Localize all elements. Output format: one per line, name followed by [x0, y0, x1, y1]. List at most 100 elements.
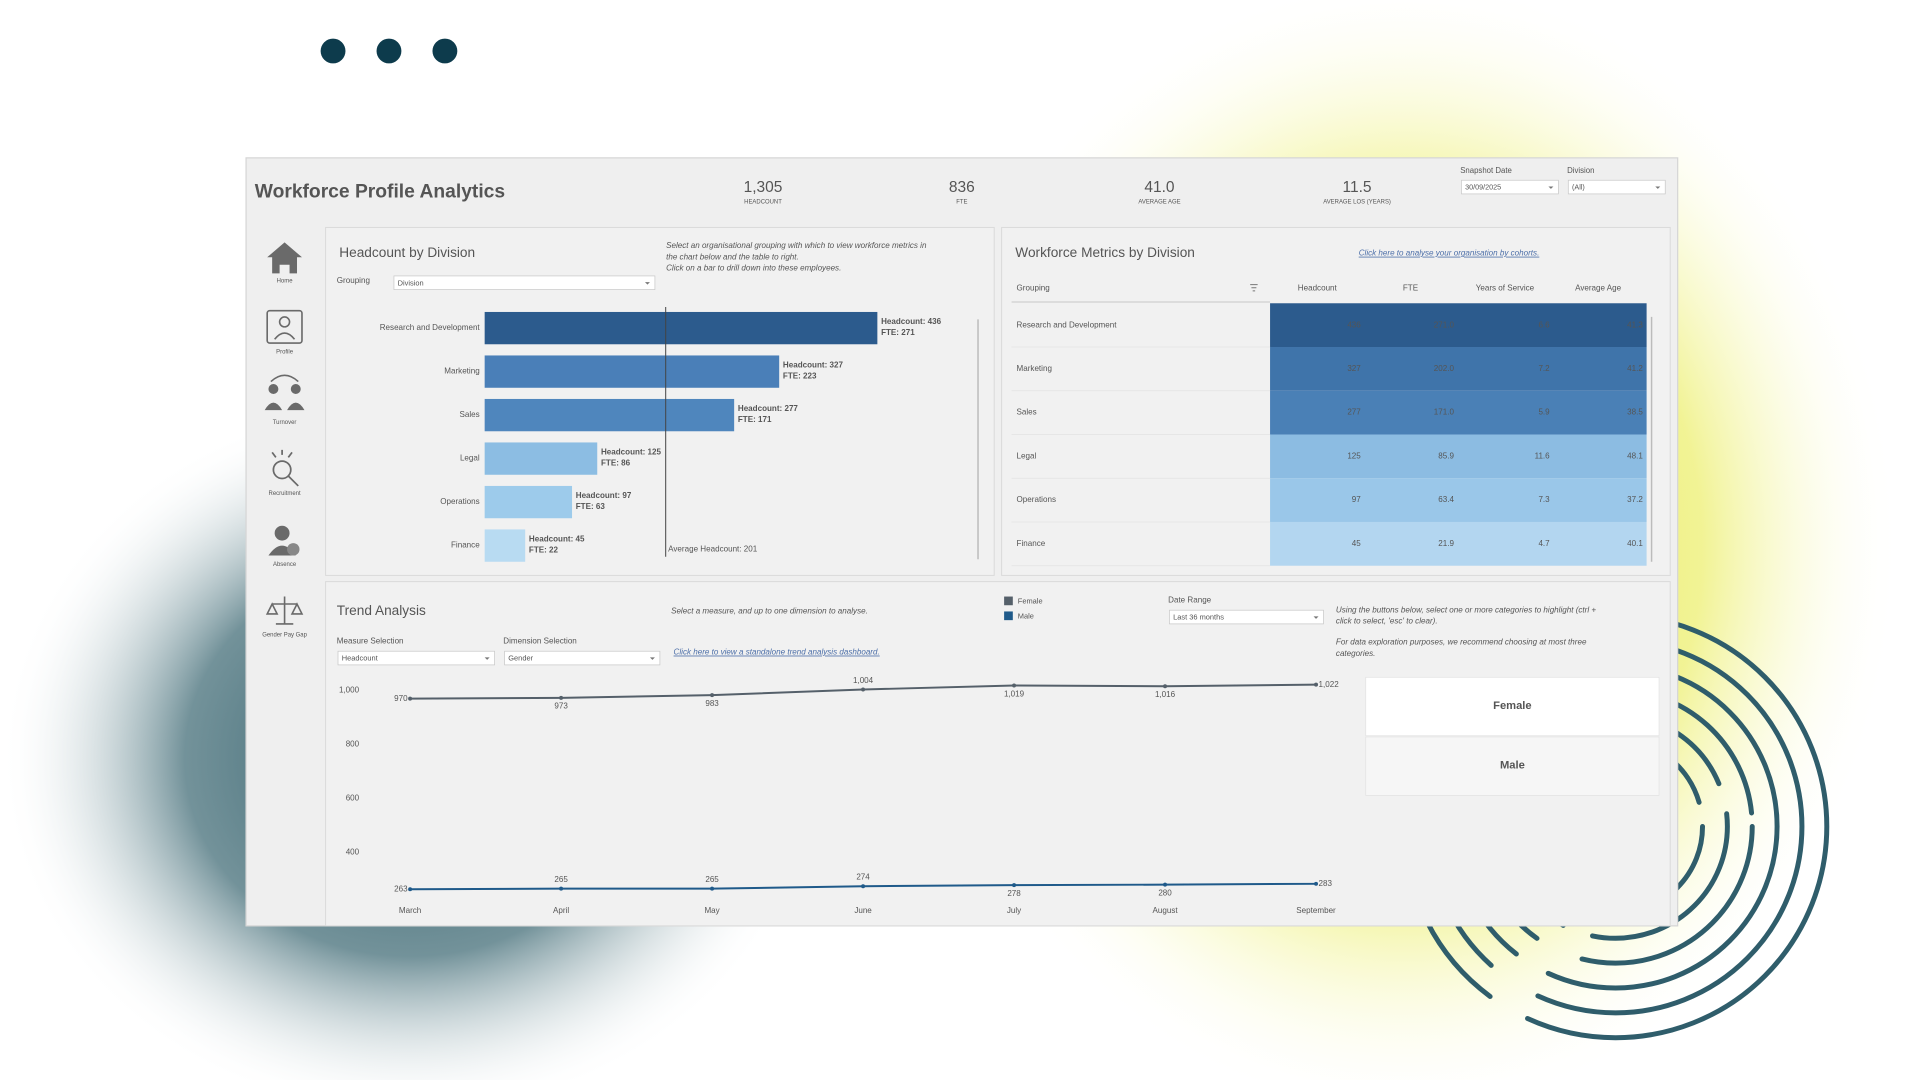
panel-title: Workforce Metrics by Division: [1015, 245, 1195, 260]
link[interactable]: Click here to analyse your organisation …: [1359, 249, 1540, 258]
data-label: 265: [705, 875, 719, 884]
dropdown-value[interactable]: Gender: [508, 654, 533, 663]
data-label: Headcount: 125: [601, 448, 662, 457]
data-label: FTE: 86: [601, 459, 631, 468]
dropdown[interactable]: [337, 650, 495, 666]
point: [408, 887, 413, 892]
nav-label[interactable]: Gender Pay Gap: [262, 633, 307, 639]
data-label: 983: [705, 699, 719, 708]
row-label[interactable]: Research and Development: [1017, 320, 1118, 329]
cell[interactable]: 63.4: [1438, 495, 1454, 504]
kpi-value: 41.0: [1144, 179, 1175, 196]
data-label: Headcount: 436: [881, 317, 942, 326]
instruction: categories.: [1336, 649, 1375, 658]
nav-label[interactable]: Absence: [273, 562, 297, 568]
button-label[interactable]: Female: [1493, 700, 1532, 712]
legend-label: Male: [1018, 611, 1034, 620]
control-label: Dimension Selection: [503, 636, 577, 645]
control-label: Measure Selection: [337, 636, 404, 645]
column-header: Grouping: [1017, 283, 1050, 292]
sort-icon[interactable]: [1250, 284, 1258, 292]
cell[interactable]: 277: [1347, 408, 1361, 417]
highlight-button[interactable]: [1365, 736, 1660, 796]
data-label: FTE: 271: [881, 328, 915, 337]
cell[interactable]: 7.3: [1538, 495, 1550, 504]
x-tick-label: July: [1007, 906, 1022, 915]
category-label: Sales: [460, 410, 480, 419]
dropdown-value[interactable]: Last 36 months: [1173, 613, 1224, 622]
control-label: Grouping: [337, 276, 370, 285]
data-label: 280: [1158, 888, 1172, 897]
data-label: 274: [856, 873, 870, 882]
recruitment-icon: [271, 449, 299, 487]
x-tick-label: May: [704, 906, 720, 915]
dropdown[interactable]: [504, 650, 661, 666]
filter-value[interactable]: (All): [1572, 183, 1585, 192]
cell[interactable]: 436: [1347, 320, 1361, 329]
nav-label[interactable]: Profile: [276, 349, 294, 355]
cell[interactable]: 48.1: [1627, 451, 1643, 460]
point: [559, 695, 564, 700]
bar[interactable]: [484, 442, 598, 475]
cell[interactable]: 97: [1352, 495, 1361, 504]
kpi-value: 1,305: [744, 179, 783, 196]
nav-label[interactable]: Turnover: [273, 420, 297, 426]
category-label: Marketing: [444, 367, 479, 376]
highlight-button[interactable]: [1365, 676, 1660, 737]
bar[interactable]: [484, 398, 735, 432]
cell[interactable]: 38.5: [1627, 408, 1643, 417]
cell[interactable]: 327: [1347, 364, 1361, 373]
cell[interactable]: 125: [1347, 451, 1361, 460]
row-label[interactable]: Finance: [1017, 539, 1046, 548]
cell[interactable]: 41.3: [1627, 320, 1643, 329]
cell[interactable]: 5.9: [1538, 408, 1550, 417]
point: [408, 696, 413, 701]
data-label: 278: [1007, 889, 1021, 898]
dropdown-value[interactable]: Division: [398, 278, 424, 287]
dropdown-value[interactable]: Headcount: [342, 654, 379, 663]
row-label[interactable]: Operations: [1017, 495, 1056, 504]
absence-icon: [268, 525, 300, 556]
dropdown-arrow: [484, 657, 490, 660]
nav-label[interactable]: Home: [277, 278, 294, 284]
panel-title: Trend Analysis: [337, 603, 426, 618]
cell[interactable]: 4.7: [1538, 539, 1550, 548]
bar[interactable]: [484, 485, 573, 519]
filter-dropdown[interactable]: [1567, 179, 1666, 195]
category-label: Research and Development: [380, 323, 481, 332]
row-label[interactable]: Sales: [1017, 408, 1037, 417]
cell[interactable]: 171.0: [1434, 408, 1455, 417]
filter-dropdown[interactable]: [1461, 179, 1559, 195]
data-label: 1,019: [1004, 689, 1025, 698]
cell[interactable]: 7.2: [1538, 364, 1550, 373]
dropdown-arrow: [649, 657, 655, 660]
nav-label[interactable]: Recruitment: [269, 491, 301, 497]
x-tick-label: June: [854, 906, 872, 915]
link[interactable]: Click here to view a standalone trend an…: [674, 648, 880, 657]
control-label: Date Range: [1168, 595, 1212, 604]
legend-swatch: [1004, 596, 1013, 606]
cell[interactable]: 45: [1352, 539, 1361, 548]
kpi-label: AVERAGE LOS (YEARS): [1323, 200, 1391, 206]
bar[interactable]: [484, 529, 526, 562]
cell[interactable]: 11.6: [1535, 451, 1551, 460]
dropdown[interactable]: [393, 275, 656, 290]
row-label[interactable]: Legal: [1017, 451, 1037, 460]
filter-value[interactable]: 30/09/2025: [1465, 183, 1501, 192]
cell[interactable]: 202.0: [1434, 364, 1455, 373]
cell[interactable]: 85.9: [1438, 451, 1454, 460]
row-fill: [1270, 390, 1647, 435]
button-label[interactable]: Male: [1500, 760, 1525, 772]
cell[interactable]: 41.2: [1627, 364, 1643, 373]
cell[interactable]: 40.1: [1627, 539, 1643, 548]
dropdown[interactable]: [1169, 609, 1324, 625]
data-label: 973: [554, 702, 568, 711]
cell[interactable]: 271.0: [1434, 320, 1455, 329]
cell[interactable]: 21.9: [1438, 539, 1454, 548]
row-label[interactable]: Marketing: [1017, 364, 1052, 373]
cell[interactable]: 6.6: [1538, 320, 1550, 329]
bar[interactable]: [484, 355, 780, 388]
bar[interactable]: [484, 311, 878, 345]
cell[interactable]: 37.2: [1627, 495, 1643, 504]
